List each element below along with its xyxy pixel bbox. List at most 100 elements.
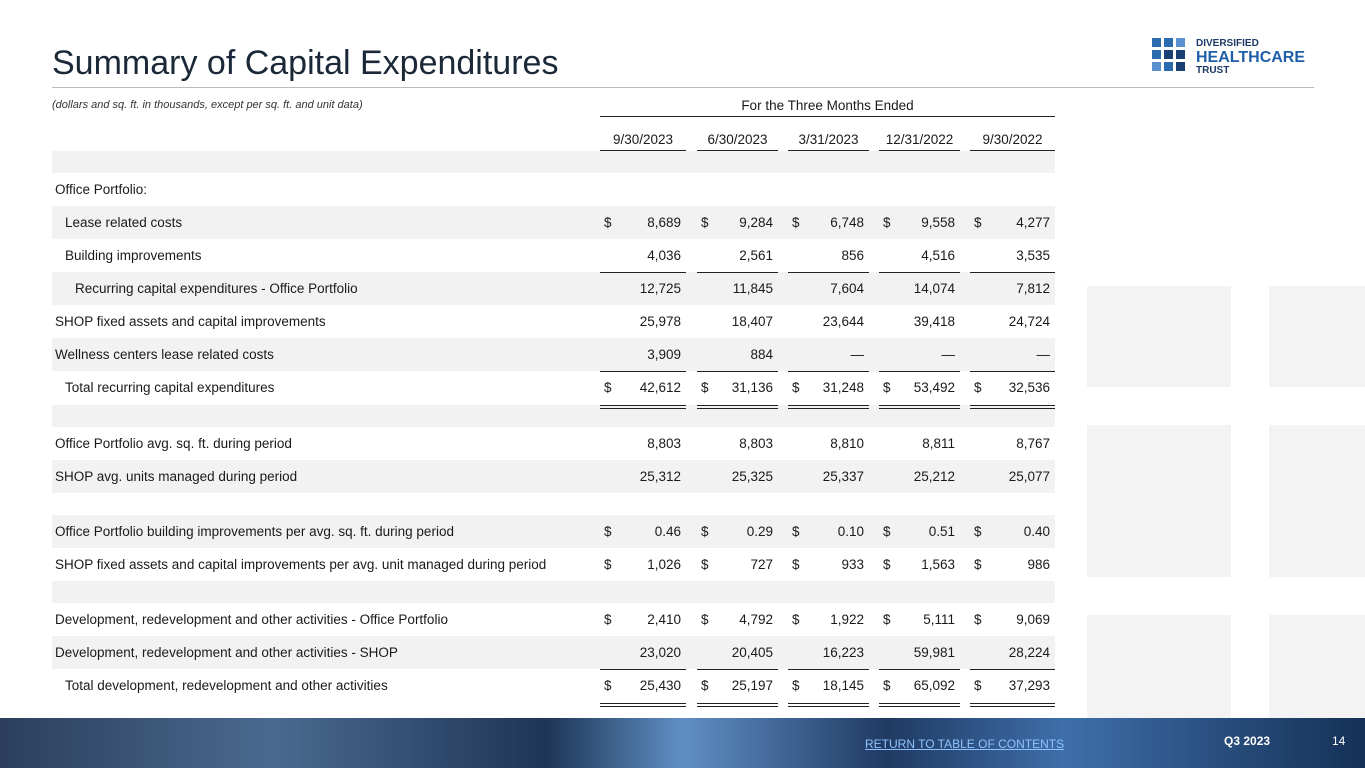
rule [788, 669, 869, 670]
row-label: Office Portfolio building improvements p… [55, 523, 454, 539]
currency: $ [701, 523, 709, 539]
currency: $ [701, 611, 709, 627]
row-label: SHOP fixed assets and capital improvemen… [55, 313, 326, 329]
cell: 11,845 [732, 280, 773, 296]
rule [600, 405, 686, 406]
rule [970, 703, 1055, 704]
rule [600, 408, 686, 409]
rule [970, 669, 1055, 670]
cell: 25,978 [639, 313, 681, 329]
currency: $ [974, 214, 982, 230]
cell: 42,612 [639, 379, 681, 395]
cell: 4,036 [647, 247, 681, 263]
currency: $ [792, 677, 800, 693]
title-rule [52, 87, 1314, 88]
rule [788, 408, 869, 409]
currency: $ [974, 523, 982, 539]
page-number: 14 [1332, 734, 1346, 748]
row-label: Development, redevelopment and other act… [55, 611, 448, 627]
toc-link[interactable]: RETURN TO TABLE OF CONTENTS [865, 737, 1065, 751]
column-header: 12/31/2022 [885, 132, 954, 147]
currency: $ [974, 677, 982, 693]
currency: $ [974, 611, 982, 627]
cell: 8,803 [647, 435, 681, 451]
row-band [52, 151, 1055, 173]
decor [1087, 615, 1231, 718]
cell: 9,284 [739, 214, 773, 230]
row-label: Recurring capital expenditures - Office … [75, 280, 358, 296]
currency: $ [883, 611, 891, 627]
row-label: Office Portfolio: [55, 181, 148, 197]
column-header: 3/31/2023 [798, 132, 859, 147]
cell: 8,689 [647, 214, 681, 230]
currency: $ [604, 677, 612, 693]
footer-band [0, 718, 1365, 768]
row-label: SHOP fixed assets and capital improvemen… [55, 556, 547, 572]
cell: 3,909 [647, 346, 681, 362]
decor [1269, 615, 1365, 718]
cell: 8,811 [922, 435, 955, 451]
cell: 1,563 [921, 556, 955, 572]
column-header: 9/30/2023 [612, 132, 674, 147]
cell: 2,561 [739, 247, 773, 263]
rule [879, 150, 960, 151]
cell: 53,492 [913, 379, 955, 395]
rule [600, 703, 686, 704]
cell: 25,312 [639, 468, 681, 484]
cell: 3,535 [1016, 247, 1050, 263]
cell: 12,725 [639, 280, 681, 296]
cell: 9,558 [921, 214, 955, 230]
currency: $ [604, 611, 612, 627]
currency: $ [701, 214, 709, 230]
rule [970, 706, 1055, 707]
currency: $ [792, 214, 800, 230]
logo-line: TRUST [1196, 65, 1229, 76]
cell: 4,792 [739, 611, 773, 627]
cell: 18,145 [822, 677, 864, 693]
cell: 0.29 [746, 523, 773, 539]
currency: $ [883, 677, 891, 693]
row-band [52, 272, 1055, 305]
currency: $ [883, 214, 891, 230]
currency: $ [792, 523, 800, 539]
cell: 4,277 [1016, 214, 1050, 230]
row-band [52, 338, 1055, 371]
rule [697, 703, 778, 704]
rule [970, 150, 1055, 151]
cell: 8,803 [739, 435, 773, 451]
cell: — [1036, 346, 1051, 362]
cell: 14,074 [913, 280, 955, 296]
currency: $ [974, 556, 982, 572]
rule [697, 405, 778, 406]
cell: 23,644 [822, 313, 864, 329]
cell: 31,136 [731, 379, 773, 395]
cell: 23,020 [639, 644, 681, 660]
rule [788, 405, 869, 406]
rule [879, 408, 960, 409]
row-label: Wellness centers lease related costs [55, 346, 274, 362]
row-label: Office Portfolio avg. sq. ft. during per… [55, 435, 292, 451]
cell: 65,092 [913, 677, 955, 693]
cell: 39,418 [913, 313, 955, 329]
cell: 4,516 [921, 247, 955, 263]
rule [970, 272, 1055, 273]
row-band [52, 405, 1055, 427]
row-label: Building improvements [65, 247, 202, 263]
cell: 20,405 [731, 644, 773, 660]
rule [788, 150, 869, 151]
cell: 0.46 [654, 523, 681, 539]
row-band [52, 581, 1055, 603]
logo: DIVERSIFIED HEALTHCARE TRUST [1152, 38, 1305, 76]
cell: 884 [750, 346, 773, 362]
cell: 1,026 [647, 556, 681, 572]
rule [697, 150, 778, 151]
cell: 0.10 [837, 523, 864, 539]
cell: 25,337 [822, 468, 864, 484]
decor [1087, 425, 1231, 577]
cell: 25,077 [1008, 468, 1050, 484]
cell: 933 [841, 556, 864, 572]
currency: $ [883, 556, 891, 572]
cell: 0.40 [1023, 523, 1050, 539]
rule [697, 706, 778, 707]
rule [788, 371, 869, 372]
